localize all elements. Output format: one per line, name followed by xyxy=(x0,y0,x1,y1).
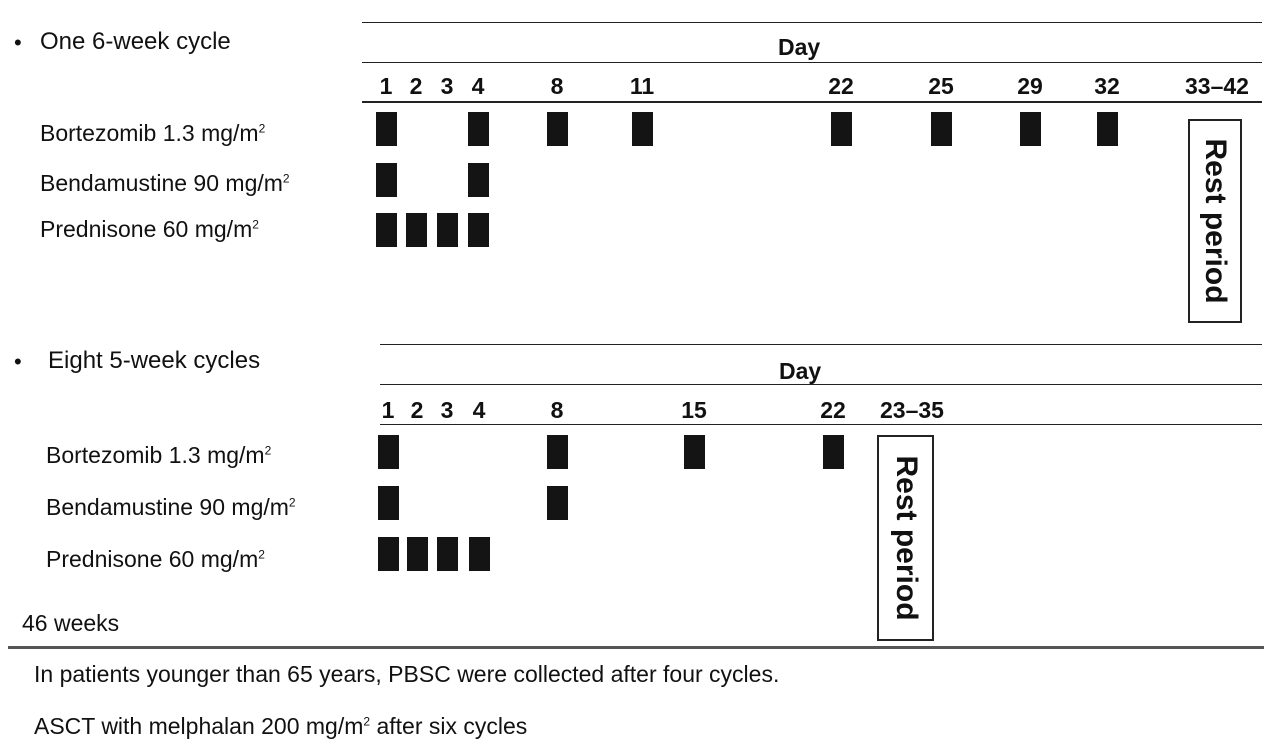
cycle1-bortezomib-dose-day-32 xyxy=(1096,112,1118,146)
cycle1-days-rule xyxy=(362,101,1262,103)
cycle1-day-9: 29 xyxy=(1017,73,1043,99)
cycle1-drug-bortezomib: Bortezomib 1.3 mg/m2 xyxy=(40,120,265,147)
cycle1-drug-bendamustine-label: Bendamustine 90 mg/m xyxy=(40,170,283,196)
cycle2-bortezomib-dose-day-15 xyxy=(683,435,705,469)
cycle2-rest-label: Rest period xyxy=(889,455,923,621)
cycle1-day-4: 4 xyxy=(471,73,485,99)
cycle2-drug-bendamustine: Bendamustine 90 mg/m2 xyxy=(46,494,296,521)
cycle2-drug-bendamustine-label: Bendamustine 90 mg/m xyxy=(46,494,289,520)
cycle2-title: Eight 5-week cycles xyxy=(48,347,261,374)
cycle2-bortezomib-dose-day-8 xyxy=(546,435,568,469)
pbsc-note: In patients younger than 65 years, PBSC … xyxy=(34,661,780,687)
cycle1-drug-bortezomib-sup: 2 xyxy=(258,121,266,136)
cycle2-bortezomib-dose-day-22 xyxy=(822,435,844,469)
cycle2-bortezomib-dose-day-1 xyxy=(377,435,399,469)
cycle2-drug-bortezomib: Bortezomib 1.3 mg/m2 xyxy=(46,442,271,469)
cycle2-day-3: 3 xyxy=(440,397,454,423)
cycle2-drug-bendamustine-sup: 2 xyxy=(288,495,296,510)
cycle1-drug-prednisone-label: Prednisone 60 mg/m xyxy=(40,216,253,242)
asct-note: ASCT with melphalan 200 mg/m2 after six … xyxy=(34,713,527,740)
cycle1-day-6: 11 xyxy=(629,73,655,99)
cycle2-drug-bortezomib-label: Bortezomib 1.3 mg/m xyxy=(46,442,265,468)
asct-note-post: after six cycles xyxy=(370,713,528,739)
cycle1-title: One 6-week cycle xyxy=(40,28,231,55)
cycle2-day-5: 8 xyxy=(550,397,564,423)
cycle2-day-header: Day xyxy=(779,358,822,384)
cycle2-prednisone-dose-day-2 xyxy=(406,537,428,571)
cycle1-drug-bendamustine-sup: 2 xyxy=(282,171,290,186)
cycle1-bortezomib-dose-day-4 xyxy=(467,112,489,146)
cycle2-rest-box: Rest period xyxy=(877,435,934,641)
cycle1-bortezomib-dose-day-8 xyxy=(546,112,568,146)
cycle2-day-4: 4 xyxy=(472,397,486,423)
duration-label: 46 weeks xyxy=(22,610,120,636)
cycle2-days-rule xyxy=(380,424,1262,425)
cycle1-day-10: 32 xyxy=(1094,73,1120,99)
cycle1-drug-prednisone-sup: 2 xyxy=(252,217,259,232)
cycle1-day-header: Day xyxy=(778,34,821,60)
cycle1-header-rule xyxy=(362,62,1262,63)
asct-note-sup: 2 xyxy=(363,714,371,729)
cycle2-header-rule xyxy=(380,384,1262,385)
cycle1-bullet: • xyxy=(14,30,22,55)
cycle2-day-6: 15 xyxy=(681,397,707,423)
cycle2-day-2: 2 xyxy=(410,397,424,423)
cycle2-prednisone-dose-day-3 xyxy=(436,537,458,571)
cycle1-day-3: 3 xyxy=(440,73,454,99)
cycle1-drug-bendamustine: Bendamustine 90 mg/m2 xyxy=(40,170,290,197)
cycle2-drug-prednisone: Prednisone 60 mg/m2 xyxy=(46,546,265,573)
cycle1-bendamustine-dose-day-4 xyxy=(467,163,489,197)
cycle2-day-7: 22 xyxy=(820,397,846,423)
cycle2-day-8: 23–35 xyxy=(880,397,944,423)
cycle2-day-1: 1 xyxy=(381,397,395,423)
cycle1-bendamustine-dose-day-1 xyxy=(375,163,397,197)
cycle1-prednisone-dose-day-1 xyxy=(375,213,397,247)
cycle1-day-7: 22 xyxy=(828,73,854,99)
cycle1-drug-bortezomib-label: Bortezomib 1.3 mg/m xyxy=(40,120,259,146)
cycle1-day-2: 2 xyxy=(409,73,423,99)
cycle2-bendamustine-dose-day-8 xyxy=(546,486,568,520)
footer-rule xyxy=(8,646,1264,649)
cycle1-day-8: 25 xyxy=(928,73,954,99)
cycle1-bortezomib-dose-day-25 xyxy=(930,112,952,146)
cycle2-prednisone-dose-day-1 xyxy=(377,537,399,571)
cycle1-day-5: 8 xyxy=(550,73,564,99)
cycle1-day-1: 1 xyxy=(379,73,393,99)
cycle1-rest-label: Rest period xyxy=(1199,138,1232,304)
cycle1-prednisone-dose-day-4 xyxy=(467,213,489,247)
cycle1-prednisone-dose-day-2 xyxy=(405,213,427,247)
cycle1-rest-box: Rest period xyxy=(1188,119,1242,323)
asct-note-pre: ASCT with melphalan 200 mg/m xyxy=(34,713,364,739)
cycle1-prednisone-dose-day-3 xyxy=(436,213,458,247)
cycle2-drug-prednisone-sup: 2 xyxy=(258,547,265,562)
cycle2-top-rule xyxy=(380,344,1262,345)
cycle1-bortezomib-dose-day-22 xyxy=(830,112,852,146)
cycle2-drug-prednisone-label: Prednisone 60 mg/m xyxy=(46,546,259,572)
cycle1-top-rule xyxy=(362,22,1262,23)
cycle2-bullet: • xyxy=(14,349,22,374)
cycle2-bendamustine-dose-day-1 xyxy=(377,486,399,520)
cycle1-day-11: 33–42 xyxy=(1185,73,1249,99)
cycle1-bortezomib-dose-day-11 xyxy=(631,112,653,146)
cycle2-prednisone-dose-day-4 xyxy=(468,537,490,571)
cycle1-bortezomib-dose-day-29 xyxy=(1019,112,1041,146)
cycle2-drug-bortezomib-sup: 2 xyxy=(264,443,272,458)
cycle1-drug-prednisone: Prednisone 60 mg/m2 xyxy=(40,216,259,243)
cycle1-bortezomib-dose-day-1 xyxy=(375,112,397,146)
